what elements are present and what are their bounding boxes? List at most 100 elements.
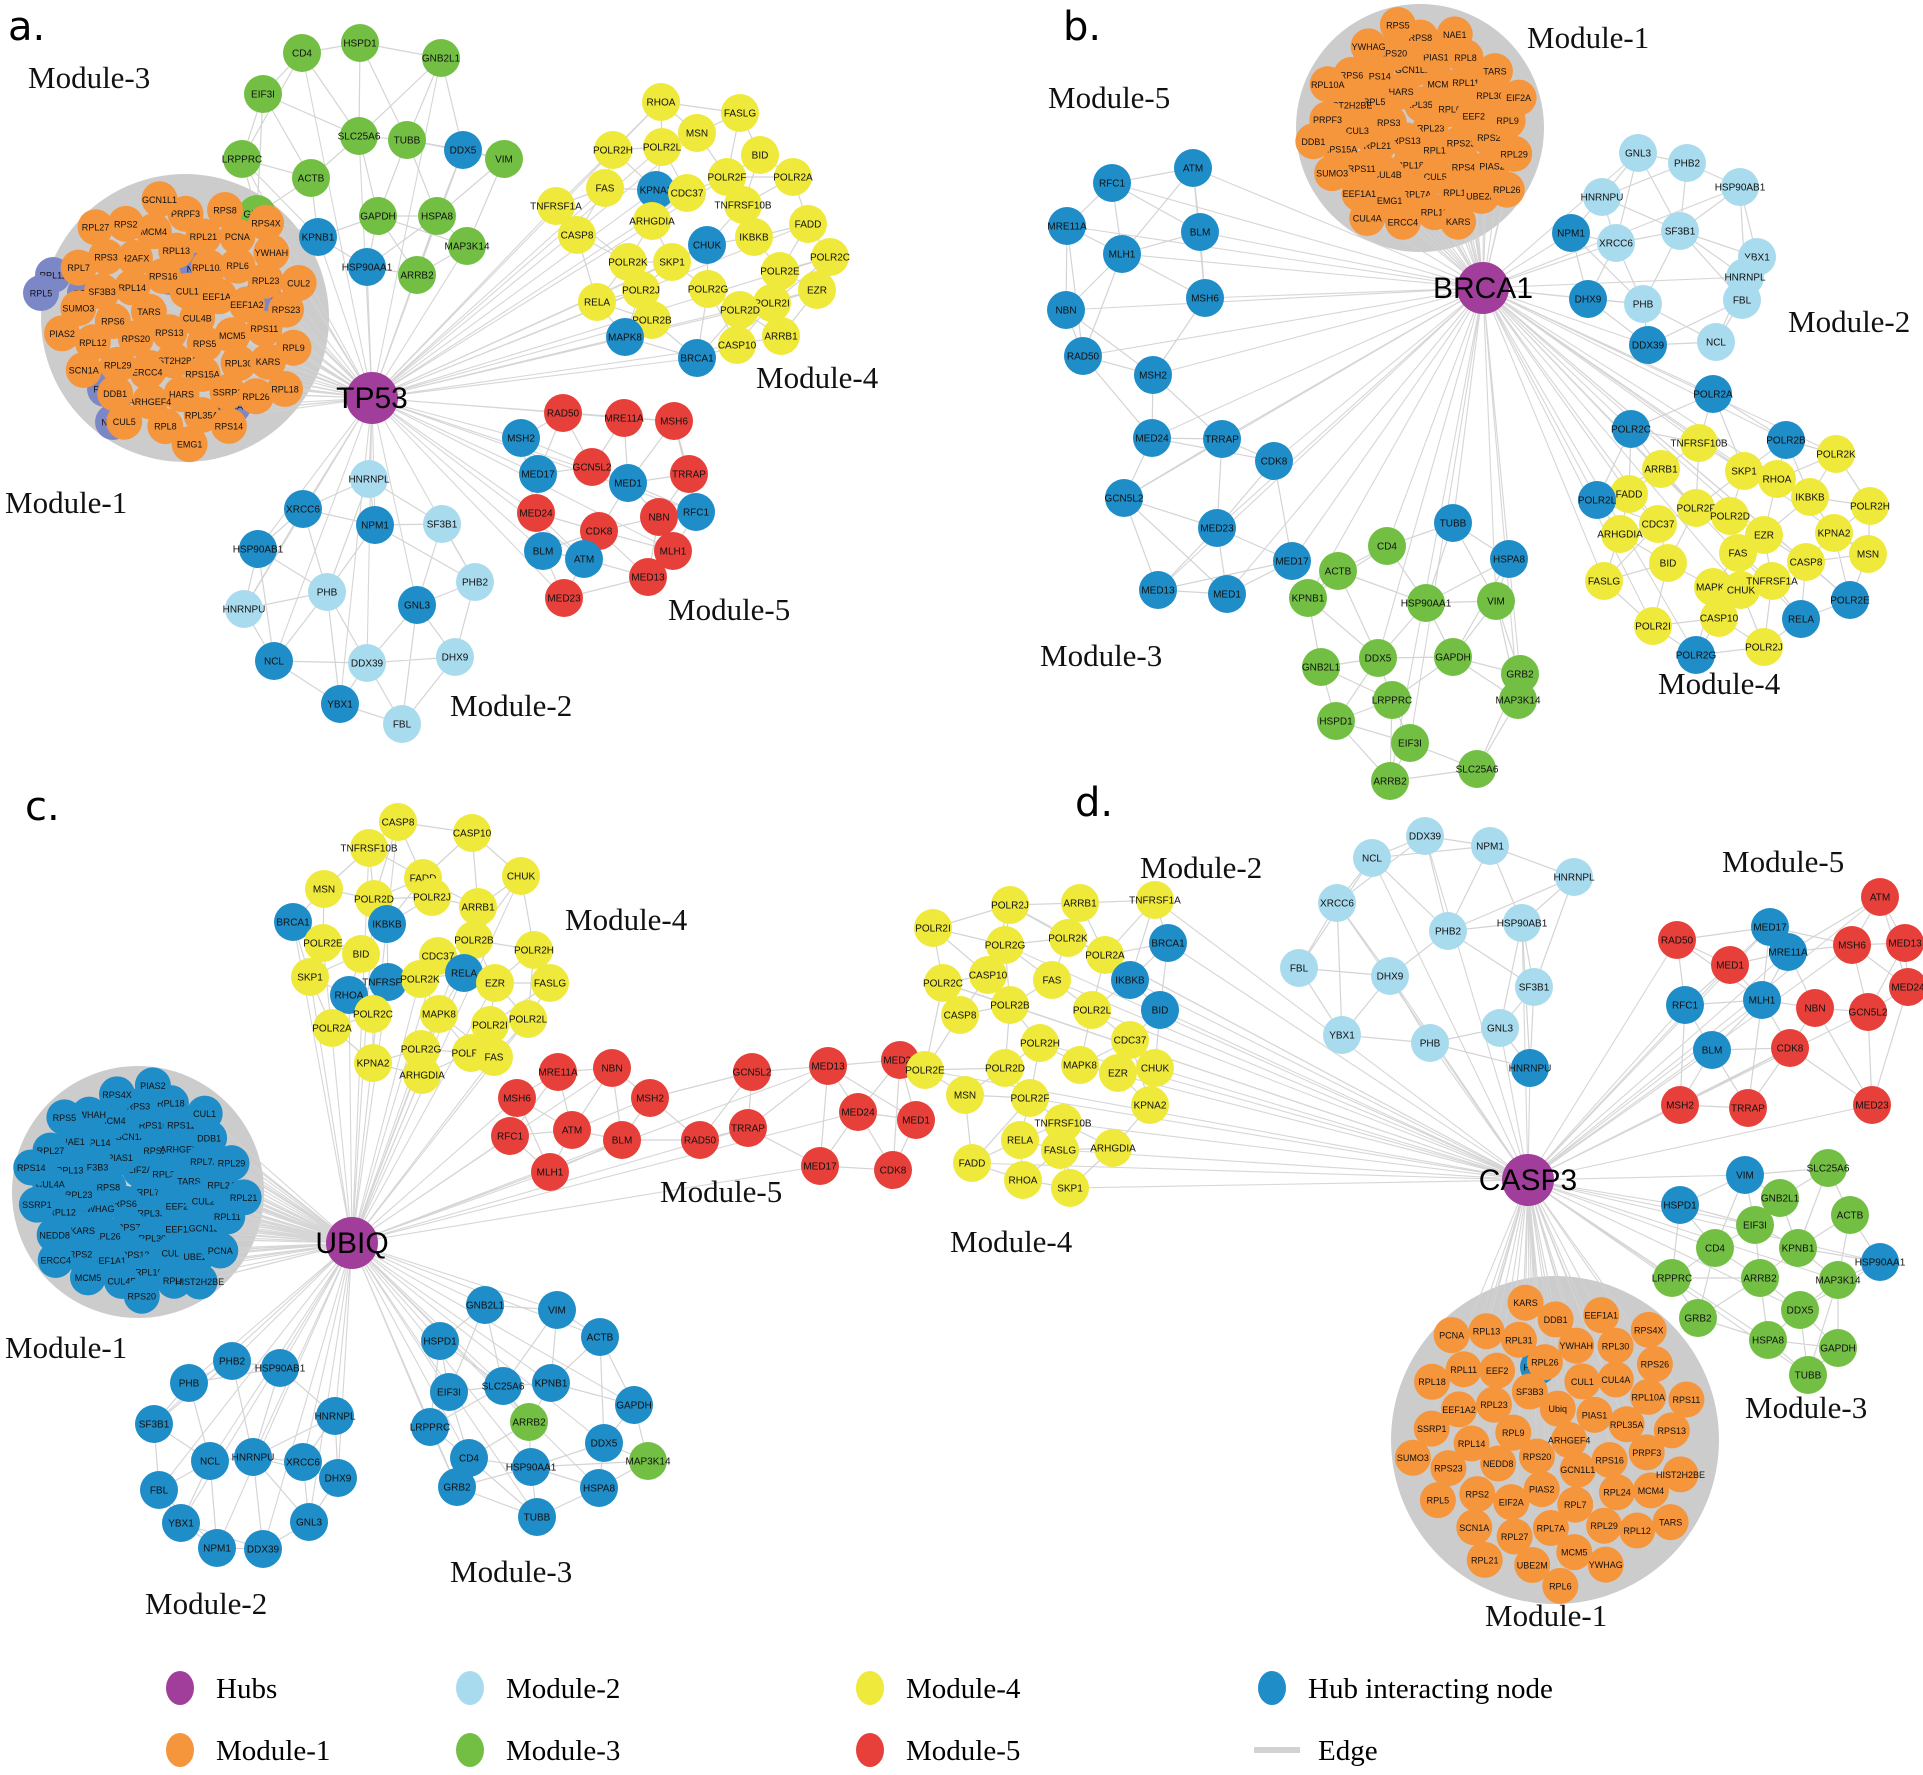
node-tnfrsf1a: TNFRSF1A [362,963,414,1001]
node-label: RPL12 [1423,146,1451,156]
node-label: EZR [1754,531,1774,542]
node-label: SCN1A [69,365,99,375]
node-ikbkb: IKBKB [1791,478,1829,516]
node-label: CDC37 [1642,520,1675,531]
node-rps3: RPS3 [88,238,125,275]
node-emg1: EMG1 [171,426,208,463]
node-label: RPL21 [190,232,218,242]
node-label: TRRAP [1205,435,1239,446]
node-label: MCM4 [1638,1486,1665,1496]
node-label: KPNA2 [640,186,673,197]
legend-swatch-module4 [856,1671,884,1705]
legend-swatch-hub [166,1671,194,1705]
node-arhgdia: ARHGDIA [1090,1129,1136,1167]
node-cdk8: CDK8 [1255,442,1293,480]
node-label: EEF2 [1462,112,1485,122]
node-cdk8: CDK8 [580,512,618,550]
node-label: KARS [256,357,281,367]
node-label: RPS11 [250,324,278,334]
node-label: CASP10 [718,341,757,352]
node-label: EZR [485,979,505,990]
node-label: DHX9 [1575,295,1602,306]
node-hsp90aa1: HSP90AA1 [1855,1243,1906,1281]
node-kars: KARS [1440,203,1477,240]
module-title-module-3-d: Module-3 [1745,1390,1867,1425]
node-label: RPL7A [1537,1524,1566,1534]
node-label: POLR2K [608,258,648,269]
node-label: RPL24 [207,1181,235,1191]
node-label: TRRAP [672,470,706,481]
node-label: CUL2 [192,1196,215,1206]
node-label: RAD50 [547,409,580,420]
node-ercc4: ERCC4 [129,353,166,390]
node-polr2c: POLR2C [1611,410,1651,448]
node-label: HSP90AA1 [506,1463,557,1474]
node-ybx1: YBX1 [1323,1016,1361,1054]
node-med13: MED13 [1886,924,1923,962]
node-pcna: PCNA [202,1232,239,1269]
node-label: EEF1A1 [1343,189,1377,199]
node-rpl29: RPL29 [213,1145,250,1182]
node-sumo3: SUMO3 [1394,1439,1431,1476]
module-title-module-3-b: Module-3 [1040,638,1162,673]
node-tars: TARS [1652,1504,1689,1541]
node-ywhag: YWHAG [1350,28,1387,65]
node-eef1a1: EEF1A1 [1583,1297,1620,1334]
node-tnfrsf1a: TNFRSF1A [1746,562,1798,600]
node-label: EIF3I [251,90,275,101]
node-label: EEF2 [166,1202,189,1212]
node-rhoa: RHOA [1758,460,1796,498]
node-label: POLR2H [1850,502,1890,513]
hub-casp3: CASP3 [1479,1154,1577,1206]
node-msn: MSN [305,870,343,908]
node-tnfrsf1a: TNFRSF1A [1129,881,1181,919]
node-label: EMG1 [1377,196,1403,206]
node-label: MSH2 [1666,1101,1694,1112]
node-fadd: FADD [1610,475,1648,513]
node-label: ARRB1 [764,332,798,343]
node-msh6: MSH6 [1186,279,1224,317]
node-label: SLC25A6 [338,132,381,143]
node-label: FAS [1043,976,1062,987]
node-label: RPL11 [1452,78,1479,88]
node-lrpprc: LRPPRC [410,1408,450,1446]
node-mcm5: MCM5 [69,1259,106,1296]
node-rpl35a: RPL35A [183,396,220,433]
node-label: RPS13 [1658,1426,1687,1436]
node-ywhah: YWHAH [1558,1327,1595,1364]
node-label: PIAS2 [1529,1485,1555,1495]
node-label: FBL [1290,964,1309,975]
legend-label: Hubs [216,1673,277,1705]
node-trrap: TRRAP [670,455,708,493]
node-label: RPL9 [1502,1428,1525,1438]
node-casp10: CASP10 [718,326,757,364]
hub-label: UBIQ [315,1227,388,1260]
node-fbl: FBL [383,705,421,743]
node-label: MSN [954,1091,976,1102]
legend-swatch-module3 [456,1733,484,1767]
node-label: EZR [807,286,827,297]
node-grb2: GRB2 [438,1468,476,1506]
node-cul5: CUL5 [106,403,143,440]
node-label: MED23 [547,594,581,605]
node-label: POLR2C [353,1010,393,1021]
node-label: MED1 [902,1116,930,1127]
node-label: MSH2 [507,434,535,445]
node-label: RPL26 [1531,1358,1559,1368]
module-title-module-1-c: Module-1 [5,1330,127,1365]
node-label: PIAS2 [49,329,75,339]
node-label: RPL7 [1564,1500,1587,1510]
node-polr2l: POLR2L [1578,481,1617,519]
node-label: HSP90AB1 [233,545,284,556]
node-label: GNB2L1 [1761,1194,1800,1205]
node-label: RELA [1007,1136,1033,1147]
node-rps8: RPS8 [207,192,244,229]
node-rps5: RPS5 [1379,6,1416,43]
node-label: MCM4 [99,1116,126,1126]
node-label: HSPD1 [1663,1201,1697,1212]
node-brca1: BRCA1 [274,903,312,941]
node-arhgef4: ARHGEF4 [1548,1422,1590,1458]
node-label: RPS20 [1379,48,1408,58]
node-label: RPS23 [1447,138,1476,148]
node-phb: PHB [1624,285,1662,323]
